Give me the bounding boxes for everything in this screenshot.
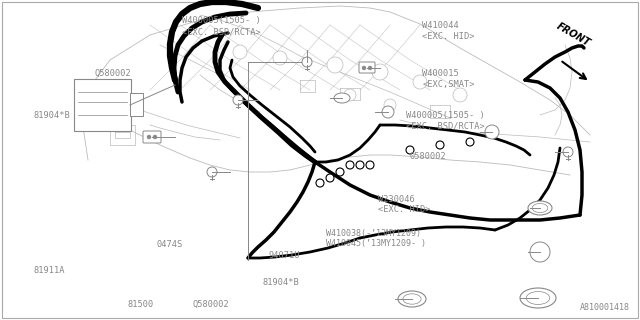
Ellipse shape: [398, 291, 426, 307]
FancyBboxPatch shape: [143, 131, 161, 143]
Text: 81904*B: 81904*B: [33, 111, 70, 120]
Text: W410038(-’13MY1209): W410038(-’13MY1209): [326, 229, 421, 238]
Text: <EXC. BSD/RCTA>: <EXC. BSD/RCTA>: [406, 121, 485, 130]
FancyBboxPatch shape: [74, 79, 131, 131]
Text: A810001418: A810001418: [580, 303, 630, 312]
Circle shape: [485, 125, 499, 139]
Circle shape: [372, 64, 388, 80]
Text: W400005(1505- ): W400005(1505- ): [406, 111, 485, 120]
Circle shape: [453, 88, 467, 102]
Circle shape: [366, 161, 374, 169]
Text: W400005(1505- ): W400005(1505- ): [182, 16, 261, 25]
Text: W410044: W410044: [422, 21, 459, 30]
Circle shape: [273, 51, 287, 65]
Ellipse shape: [528, 201, 552, 215]
FancyBboxPatch shape: [359, 62, 375, 73]
Ellipse shape: [520, 288, 556, 308]
Circle shape: [233, 95, 243, 105]
Text: <EXC. HID>: <EXC. HID>: [422, 32, 475, 41]
Circle shape: [327, 57, 343, 73]
Text: W410045(’13MY1209- ): W410045(’13MY1209- ): [326, 239, 426, 248]
Circle shape: [302, 57, 312, 67]
Circle shape: [530, 242, 550, 262]
Text: <EXC,SMAT>: <EXC,SMAT>: [422, 80, 475, 89]
Circle shape: [563, 147, 573, 157]
Ellipse shape: [334, 93, 350, 103]
Circle shape: [147, 135, 151, 139]
Text: W400015: W400015: [422, 69, 459, 78]
Text: W230046: W230046: [378, 195, 414, 204]
Text: <EXC. BSD/RCTA>: <EXC. BSD/RCTA>: [182, 28, 261, 36]
Circle shape: [368, 66, 372, 70]
FancyBboxPatch shape: [129, 92, 143, 116]
Circle shape: [406, 146, 414, 154]
Circle shape: [346, 161, 354, 169]
Text: 81911A: 81911A: [33, 266, 65, 275]
Text: 0474S: 0474S: [157, 240, 183, 249]
Circle shape: [153, 135, 157, 139]
Text: 81500: 81500: [127, 300, 154, 309]
Circle shape: [362, 66, 366, 70]
Circle shape: [344, 89, 356, 101]
Circle shape: [466, 138, 474, 146]
Circle shape: [356, 161, 364, 169]
Circle shape: [436, 141, 444, 149]
Text: FRONT: FRONT: [555, 21, 592, 48]
Circle shape: [413, 75, 427, 89]
Text: 0580002: 0580002: [410, 152, 446, 161]
Circle shape: [326, 174, 334, 182]
Circle shape: [233, 45, 247, 59]
Circle shape: [316, 179, 324, 187]
Circle shape: [382, 106, 394, 118]
Text: 81904*B: 81904*B: [262, 278, 299, 287]
Text: Q580002: Q580002: [193, 300, 230, 309]
Circle shape: [384, 99, 396, 111]
Circle shape: [336, 168, 344, 176]
Text: 94071U: 94071U: [269, 252, 300, 260]
Text: <EXC. HID>: <EXC. HID>: [378, 205, 430, 214]
Text: Q580002: Q580002: [95, 69, 131, 78]
Circle shape: [207, 167, 217, 177]
